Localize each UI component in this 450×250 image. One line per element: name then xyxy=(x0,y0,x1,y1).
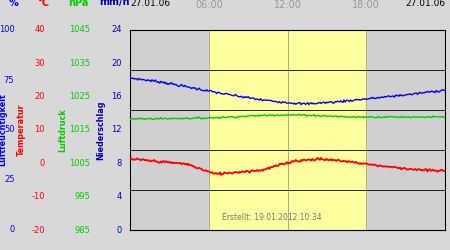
Text: 27.01.06: 27.01.06 xyxy=(130,0,170,8)
Text: 25: 25 xyxy=(4,176,14,184)
Text: 1045: 1045 xyxy=(69,26,90,35)
Bar xyxy=(209,30,366,230)
Text: 20: 20 xyxy=(111,59,122,68)
Text: 0: 0 xyxy=(116,226,122,234)
Text: -10: -10 xyxy=(32,192,45,201)
Text: 1005: 1005 xyxy=(69,159,90,168)
Text: 10: 10 xyxy=(35,126,45,134)
Text: 27.01.06: 27.01.06 xyxy=(405,0,445,8)
Text: 24: 24 xyxy=(111,26,122,35)
Text: °C: °C xyxy=(37,0,49,8)
Text: 100: 100 xyxy=(0,26,14,35)
Text: 1035: 1035 xyxy=(69,59,90,68)
Text: 4: 4 xyxy=(116,192,122,201)
Text: 8: 8 xyxy=(116,159,122,168)
Text: 30: 30 xyxy=(34,59,45,68)
Text: Luftfeuchtigkeit: Luftfeuchtigkeit xyxy=(0,94,8,166)
Text: 985: 985 xyxy=(74,226,90,234)
Text: 0: 0 xyxy=(40,159,45,168)
Text: mm/h: mm/h xyxy=(99,0,130,8)
Text: 0: 0 xyxy=(9,226,14,234)
Text: 50: 50 xyxy=(4,126,14,134)
Text: 12:00: 12:00 xyxy=(274,0,302,10)
Text: 16: 16 xyxy=(111,92,122,101)
Text: -20: -20 xyxy=(32,226,45,234)
Text: 40: 40 xyxy=(35,26,45,35)
Text: Temperatur: Temperatur xyxy=(17,104,26,156)
Text: Erstellt: 19.01.2012 10:34: Erstellt: 19.01.2012 10:34 xyxy=(222,214,322,222)
Text: 1025: 1025 xyxy=(69,92,90,101)
Text: Luftdruck: Luftdruck xyxy=(58,108,68,152)
Text: 06:00: 06:00 xyxy=(195,0,223,10)
Text: %: % xyxy=(9,0,18,8)
Text: hPa: hPa xyxy=(68,0,89,8)
Text: 18:00: 18:00 xyxy=(352,0,380,10)
Text: 1015: 1015 xyxy=(69,126,90,134)
Text: 12: 12 xyxy=(111,126,122,134)
Text: Niederschlag: Niederschlag xyxy=(97,100,106,160)
Text: 75: 75 xyxy=(4,76,14,84)
Text: 20: 20 xyxy=(35,92,45,101)
Text: 995: 995 xyxy=(74,192,90,201)
